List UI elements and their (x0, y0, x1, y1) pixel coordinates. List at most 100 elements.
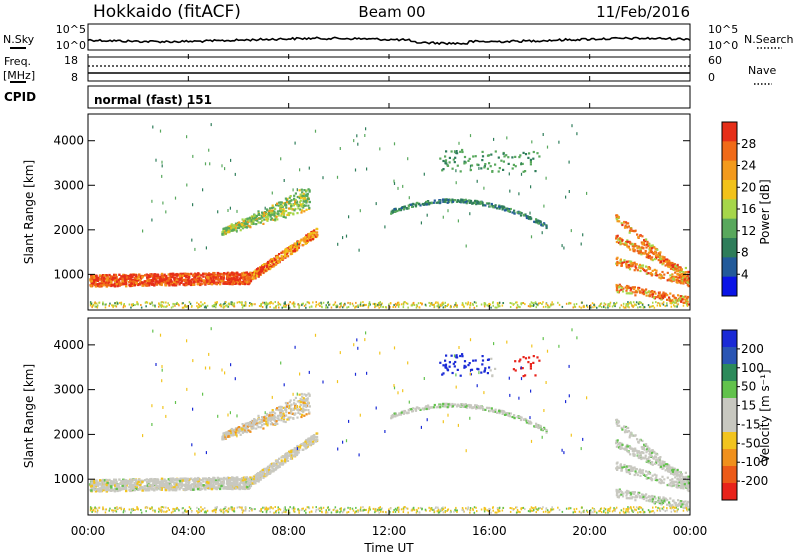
power-cell (232, 273, 235, 276)
power-cell (627, 225, 630, 228)
power-cell (122, 306, 125, 309)
power-cell (230, 280, 233, 284)
power-cell (442, 306, 445, 309)
power-cell (533, 304, 535, 306)
power-cell (349, 303, 351, 306)
power-cell (681, 280, 684, 283)
velocity-cell (162, 483, 166, 486)
power-cell (677, 297, 680, 300)
power-cell (170, 306, 173, 309)
power-cell (575, 303, 578, 305)
velocity-cell (187, 485, 191, 488)
velocity-cell (124, 480, 127, 483)
velocity-cell (202, 480, 205, 483)
power-cell (151, 218, 153, 222)
power-cell (545, 224, 548, 227)
noise-left-tick-top: 10^5 (56, 23, 86, 36)
power-cell (557, 301, 559, 304)
power-cell (481, 150, 484, 153)
power-cell (514, 165, 517, 168)
velocity-cell (185, 488, 188, 491)
power-cell (642, 289, 645, 292)
velocity-cell (136, 482, 139, 485)
power-cell (467, 301, 469, 304)
power-cell (186, 305, 189, 308)
power-colorbar-tick-label: 8 (741, 246, 749, 260)
power-cell (547, 306, 549, 309)
power-cell (520, 162, 522, 165)
power-cell (174, 196, 177, 200)
power-cell (96, 279, 99, 282)
power-cell (305, 193, 308, 196)
power-cell (175, 282, 178, 285)
power-cell (621, 223, 624, 227)
power-cell (174, 279, 177, 283)
power-cell (133, 278, 137, 282)
velocity-cell (222, 482, 225, 485)
power-cell (289, 203, 292, 206)
power-cell (160, 272, 164, 276)
velocity-cell (168, 481, 171, 484)
power-cell (263, 270, 266, 273)
power-cell (474, 202, 477, 205)
power-cell (262, 268, 265, 271)
power-cell (114, 276, 117, 279)
velocity-cell (281, 415, 284, 418)
velocity-cell (301, 413, 304, 416)
power-cell (108, 277, 112, 280)
power-cell (664, 258, 668, 261)
power-cell (265, 305, 268, 308)
power-cell (682, 276, 686, 279)
power-cell (219, 275, 223, 279)
power-cell (163, 305, 165, 308)
power-cell (442, 303, 445, 306)
power-cell (522, 213, 525, 216)
velocity-cell (151, 488, 154, 491)
power-cell (92, 304, 94, 307)
power-cell (655, 256, 658, 260)
power-cell (662, 259, 665, 262)
velocity-cell (93, 484, 96, 487)
power-cell (467, 302, 469, 305)
power-cell (130, 306, 132, 309)
power-cell (640, 241, 643, 244)
power-cell (279, 205, 282, 208)
velocity-cell (283, 414, 286, 417)
power-cell (625, 263, 628, 266)
velocity-cell (262, 473, 265, 476)
power-cell (239, 229, 242, 232)
power-cell (150, 273, 153, 276)
power-cell (231, 278, 234, 281)
power-cell (165, 305, 167, 308)
power-cell (494, 163, 497, 166)
power-cell (647, 251, 650, 254)
velocity-cell (137, 484, 140, 487)
velocity-cell (234, 478, 237, 481)
velocity-cell (195, 485, 198, 488)
power-cell (402, 303, 405, 306)
power-cell (635, 291, 638, 294)
power-cell (289, 195, 292, 198)
power-cell (98, 284, 102, 288)
power-cell (302, 199, 305, 202)
power-cell (648, 247, 651, 250)
power-cell (615, 240, 618, 244)
velocity-cell (244, 477, 247, 480)
power-cell (682, 304, 685, 307)
velocity-cell (167, 486, 171, 490)
power-cell (475, 301, 477, 304)
power-cell (518, 156, 521, 159)
power-cell (139, 278, 142, 282)
power-cell (508, 172, 510, 176)
power-cell (668, 299, 671, 302)
power-cell (247, 278, 250, 281)
power-cell (274, 301, 276, 303)
velocity-cell (147, 480, 150, 484)
velocity-cell (272, 470, 275, 473)
power-cell (199, 304, 201, 307)
velocity-cell (310, 441, 313, 444)
power-cell (485, 202, 489, 205)
power-cell (482, 204, 485, 207)
power-cell (188, 301, 191, 304)
power-cell (102, 280, 106, 283)
